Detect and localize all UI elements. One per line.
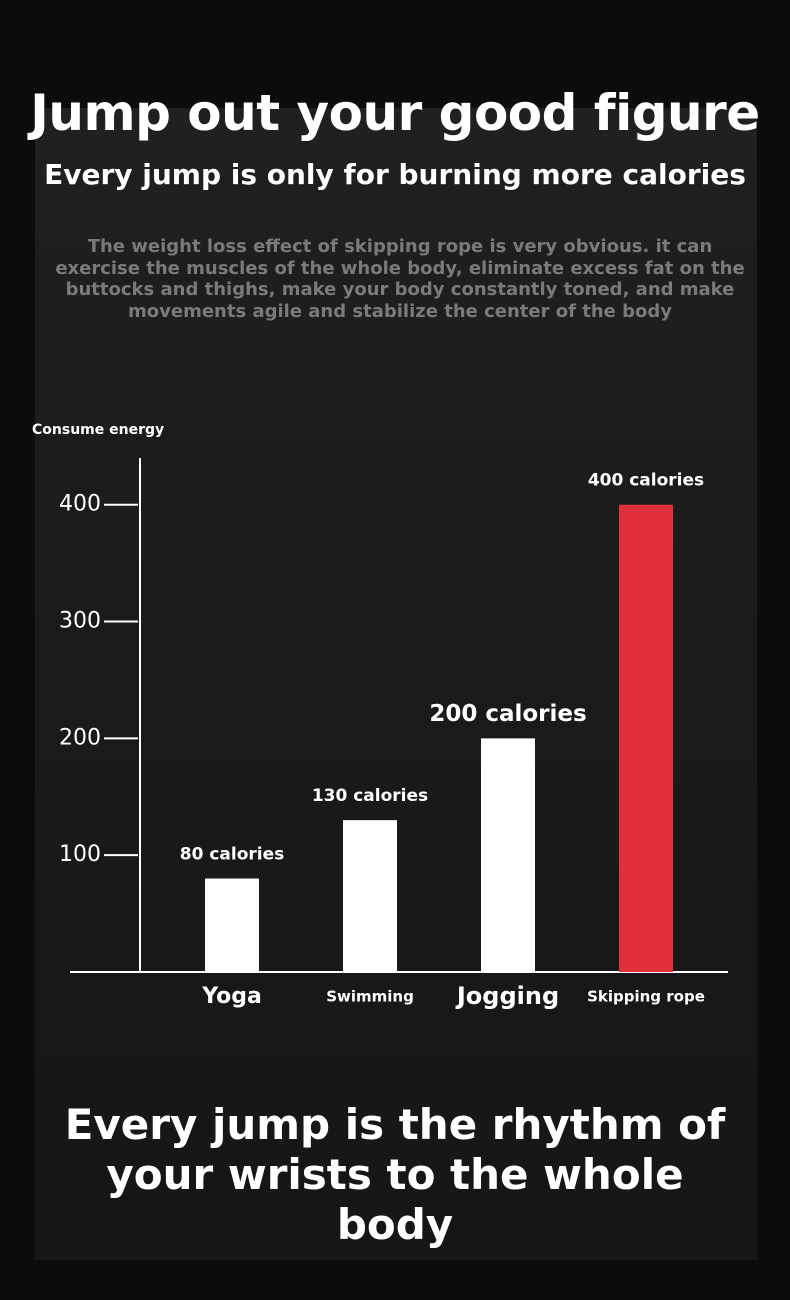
bar (619, 504, 673, 972)
y-tick-label: 300 (59, 609, 101, 634)
y-axis-label: Consume energy (32, 422, 164, 438)
bar (343, 820, 397, 972)
description: The weight loss effect of skipping rope … (55, 236, 745, 322)
y-tick-label: 200 (59, 725, 101, 750)
title: Jump out your good figure (30, 84, 760, 142)
x-tick-label: Skipping rope (587, 988, 705, 1006)
bar (205, 878, 259, 972)
value-label: 400 calories (588, 471, 704, 491)
x-tick-label: Swimming (326, 988, 414, 1006)
subtitle: Every jump is only for burning more calo… (44, 158, 746, 191)
value-label: 130 calories (312, 786, 428, 806)
y-tick-label: 400 (59, 492, 101, 517)
footer: Every jump is the rhythm of your wrists … (64, 1100, 726, 1249)
value-label: 80 calories (180, 845, 285, 865)
value-label: 200 calories (429, 701, 586, 727)
bar (481, 738, 535, 972)
x-tick-label: Jogging (455, 982, 559, 1010)
y-tick-label: 100 (59, 842, 101, 867)
x-tick-label: Yoga (201, 984, 262, 1009)
